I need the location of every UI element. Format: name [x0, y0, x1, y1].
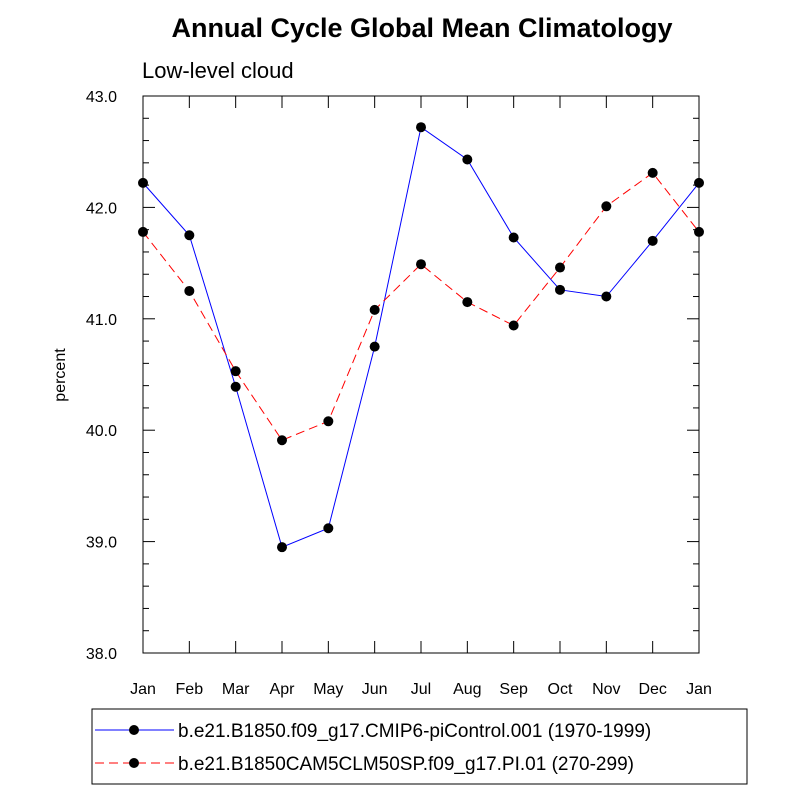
y-tick-label: 41.0 — [86, 312, 117, 329]
series-1-point — [184, 230, 195, 241]
legend: b.e21.B1850.f09_g17.CMIP6-piControl.001 … — [91, 708, 748, 785]
x-tick-label: Mar — [222, 681, 250, 698]
legend-marker-1 — [129, 725, 139, 735]
series-2-point — [601, 201, 612, 212]
series-1-point — [462, 154, 473, 165]
series-1-point — [601, 291, 612, 302]
series-2-point — [369, 304, 380, 315]
x-tick-label: Feb — [176, 681, 204, 698]
series-2-point — [555, 262, 565, 273]
series-1-point — [647, 235, 658, 246]
x-tick-label: Jan — [130, 681, 156, 698]
y-tick-label: 39.0 — [86, 535, 117, 552]
legend-box — [91, 708, 748, 785]
y-axis-label: percent — [52, 348, 69, 402]
series-1-point — [230, 381, 241, 392]
y-tick-label: 40.0 — [86, 423, 117, 440]
plot-frame — [142, 95, 700, 654]
series-line-2 — [142, 172, 700, 441]
axis-ticks: Jan Feb Mar Apr May Jun Jul Aug Sep Oct Nov Dec Jan 3… — [86, 89, 712, 698]
legend-label-2: b.e21.B1850CAM5CLM50SP.f09_g17.PI.01 (27… — [178, 754, 634, 775]
series-1-point — [323, 523, 334, 534]
series-1-point — [508, 232, 519, 243]
x-tick-label: Aug — [453, 681, 481, 698]
x-tick-label: Sep — [499, 681, 528, 698]
series-2-point — [462, 297, 473, 308]
series-2-point — [277, 435, 287, 446]
x-tick-label: Dec — [638, 681, 666, 698]
series-line-1 — [142, 126, 700, 548]
x-tick-label: Oct — [548, 681, 573, 698]
series-1-point — [416, 122, 426, 133]
chart-subtitle: Low-level cloud — [142, 58, 294, 83]
series-2-point — [184, 285, 195, 296]
legend-marker-2 — [129, 758, 139, 768]
series-2-point — [647, 167, 658, 178]
y-tick-label: 42.0 — [86, 200, 117, 217]
x-tick-label: Jul — [411, 681, 431, 698]
series-1-point — [555, 284, 565, 295]
y-tick-label: 38.0 — [86, 646, 117, 663]
series-2-point — [323, 416, 334, 427]
series-2-point — [508, 320, 519, 331]
series-layer — [138, 122, 704, 553]
x-tick-label: May — [313, 681, 343, 698]
y-tick-label: 43.0 — [86, 89, 117, 106]
legend-label-1: b.e21.B1850.f09_g17.CMIP6-piControl.001 … — [178, 721, 651, 742]
series-2-point — [230, 366, 241, 377]
series-1-point — [369, 341, 380, 352]
series-1-point — [277, 542, 287, 553]
x-tick-label: Jan — [686, 681, 712, 698]
x-tick-label: Apr — [270, 681, 296, 698]
x-tick-label: Jun — [362, 681, 388, 698]
chart-title: Annual Cycle Global Mean Climatology — [171, 13, 672, 43]
x-tick-label: Nov — [592, 681, 620, 698]
series-2-point — [416, 259, 426, 270]
